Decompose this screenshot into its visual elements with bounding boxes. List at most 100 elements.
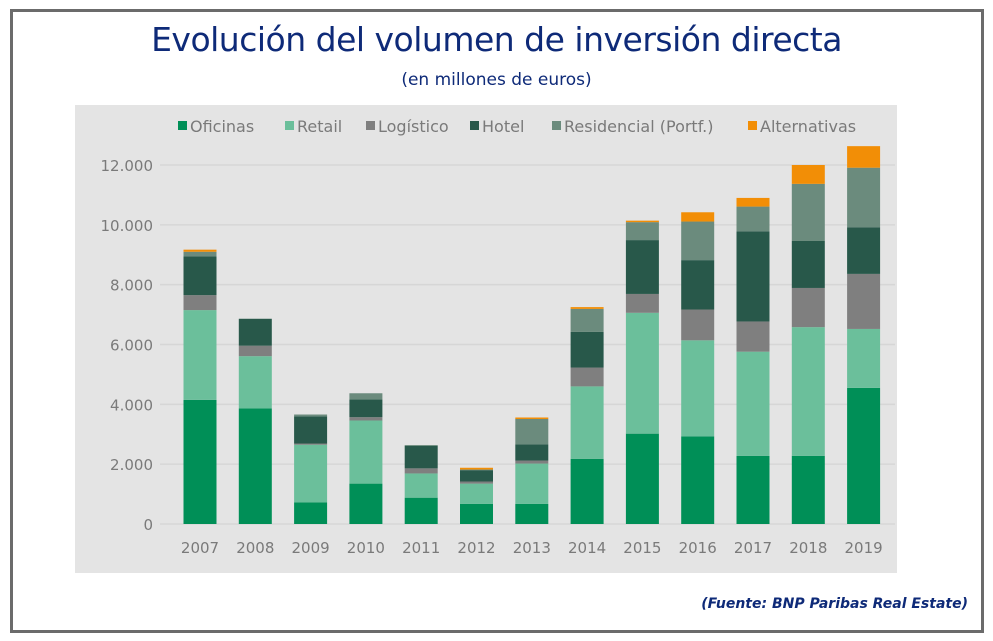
- legend-swatch: [748, 121, 757, 130]
- bar-segment-2017: [736, 455, 770, 524]
- bar-segment-2016: [681, 212, 715, 222]
- bar-segment-2014: [570, 367, 604, 387]
- legend-swatch: [285, 121, 294, 130]
- y-tick-label: 2.000: [110, 456, 153, 474]
- bar-segment-2012: [460, 469, 493, 471]
- bar-segment-2013: [515, 463, 549, 504]
- bar-segment-2012: [460, 503, 493, 524]
- bar-segment-2011: [404, 445, 438, 446]
- bar-segment-2007: [183, 249, 217, 252]
- bar-segment-2017: [736, 321, 770, 352]
- y-axis-ticks: 0 2.000 4.000 6.000 8.000 10.000 12.000: [101, 157, 154, 534]
- bar-segment-2019: [847, 387, 881, 524]
- bar-segment-2012: [460, 483, 493, 504]
- bar-segment-2010: [349, 483, 383, 524]
- bar-segment-2008: [238, 318, 272, 346]
- bar-segment-2016: [681, 436, 715, 524]
- x-tick-label: 2015: [623, 539, 661, 557]
- legend-swatch: [366, 121, 375, 130]
- legend: Oficinas Retail Logístico Hotel Residencial …: [178, 117, 856, 136]
- x-tick-label: 2019: [845, 539, 883, 557]
- bar-segment-2012: [460, 470, 493, 482]
- bar-segment-2019: [847, 146, 881, 168]
- bar-segment-2014: [570, 458, 604, 524]
- y-tick-label: 0: [143, 516, 153, 534]
- legend-label: Hotel: [482, 117, 524, 136]
- bar-segment-2017: [736, 206, 770, 232]
- bar-segment-2018: [791, 287, 825, 328]
- bar-segment-2013: [515, 460, 549, 464]
- bar-segment-2012: [460, 467, 493, 470]
- bar-segment-2019: [847, 167, 881, 228]
- bar-segment-2008: [238, 408, 272, 524]
- bar-segment-2014: [570, 307, 604, 309]
- y-tick-label: 12.000: [101, 157, 154, 175]
- bar-segment-2010: [349, 417, 383, 421]
- bars: [183, 146, 881, 524]
- bar-segment-2014: [570, 308, 604, 332]
- legend-label: Alternativas: [760, 117, 856, 136]
- bar-segment-2017: [736, 351, 770, 456]
- bar-segment-2009: [294, 502, 328, 524]
- x-tick-label: 2011: [402, 539, 440, 557]
- bar-segment-2019: [847, 328, 881, 388]
- y-tick-label: 6.000: [110, 337, 153, 355]
- bar-segment-2018: [791, 240, 825, 288]
- bar-segment-2007: [183, 256, 217, 296]
- bar-segment-2008: [238, 345, 272, 357]
- legend-label: Residencial (Portf.): [564, 117, 714, 136]
- x-axis-ticks: 2007 2008 2009 2010 2011 2012 2013 2014 2015 2016…: [181, 539, 883, 557]
- bar-segment-2017: [736, 231, 770, 322]
- bar-segment-2010: [349, 420, 383, 484]
- bar-segment-2016: [681, 221, 715, 261]
- x-tick-label: 2018: [789, 539, 827, 557]
- bar-segment-2016: [681, 340, 715, 437]
- bar-segment-2009: [294, 444, 328, 503]
- x-tick-label: 2017: [734, 539, 772, 557]
- bar-segment-2016: [681, 309, 715, 341]
- bar-segment-2014: [570, 331, 604, 368]
- bar-segment-2013: [515, 503, 549, 524]
- bar-segment-2018: [791, 183, 825, 241]
- bar-segment-2015: [625, 433, 659, 524]
- legend-label: Oficinas: [190, 117, 254, 136]
- bar-segment-2015: [625, 312, 659, 434]
- bar-segment-2009: [294, 443, 328, 445]
- x-tick-label: 2008: [236, 539, 274, 557]
- bar-segment-2008: [238, 356, 272, 409]
- legend-label: Retail: [297, 117, 342, 136]
- bar-segment-2007: [183, 310, 217, 400]
- legend-label: Logístico: [378, 117, 449, 136]
- bar-segment-2007: [183, 295, 217, 311]
- bar-segment-2013: [515, 418, 549, 445]
- x-tick-label: 2009: [292, 539, 330, 557]
- bar-segment-2018: [791, 327, 825, 456]
- bar-segment-2011: [404, 445, 438, 469]
- bar-segment-2011: [404, 473, 438, 498]
- legend-swatch: [552, 121, 561, 130]
- source-note: (Fuente: BNP Paribas Real Estate): [701, 596, 968, 612]
- x-tick-label: 2016: [679, 539, 717, 557]
- bar-segment-2009: [294, 416, 328, 444]
- y-tick-label: 10.000: [101, 217, 154, 235]
- bar-segment-2018: [791, 455, 825, 524]
- bar-segment-2009: [294, 414, 328, 417]
- bar-segment-2013: [515, 417, 549, 419]
- bar-segment-2011: [404, 468, 438, 474]
- bar-segment-2015: [625, 220, 659, 223]
- bar-segment-2019: [847, 273, 881, 329]
- chart-title: Evolución del volumen de inversión direc…: [151, 20, 842, 59]
- bar-segment-2013: [515, 444, 549, 461]
- x-tick-label: 2014: [568, 539, 606, 557]
- bar-segment-2007: [183, 251, 217, 257]
- bar-segment-2019: [847, 227, 881, 274]
- bar-segment-2017: [736, 197, 770, 207]
- x-tick-label: 2013: [513, 539, 551, 557]
- bar-segment-2014: [570, 386, 604, 459]
- bar-segment-2010: [349, 399, 383, 418]
- chart-subtitle: (en millones de euros): [401, 70, 592, 90]
- x-tick-label: 2007: [181, 539, 219, 557]
- bar-segment-2011: [404, 497, 438, 524]
- bar-segment-2016: [681, 260, 715, 310]
- bar-segment-2018: [791, 165, 825, 184]
